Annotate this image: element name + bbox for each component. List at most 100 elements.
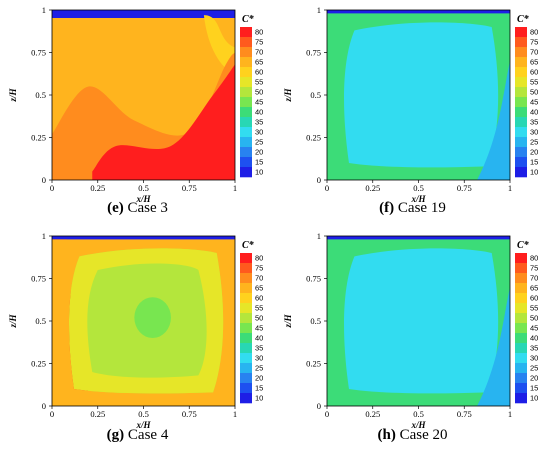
- x-tick-label: 0: [325, 183, 329, 193]
- contour-region-center-blob: [134, 297, 171, 338]
- contour-region-upper-right-patch: [203, 15, 235, 75]
- x-tick-label: 0: [325, 409, 329, 419]
- colorbar-label: 50: [530, 314, 538, 323]
- colorbar-swatch: [515, 333, 527, 344]
- colorbar-label: 45: [530, 98, 538, 107]
- colorbar-label: 80: [255, 28, 263, 37]
- colorbar-swatch: [240, 87, 252, 98]
- colorbar-label: 25: [255, 364, 263, 373]
- colorbar-swatch: [515, 67, 527, 78]
- colorbar-label: 55: [255, 304, 263, 313]
- colorbar-label: 35: [530, 118, 538, 127]
- colorbar-label: 65: [530, 58, 538, 67]
- colorbar-swatch: [240, 127, 252, 138]
- x-tick-label: 0.75: [457, 409, 472, 419]
- colorbar-swatch: [240, 263, 252, 274]
- colorbar-swatch: [515, 167, 527, 178]
- colorbar-swatch: [515, 323, 527, 334]
- colorbar-swatch: [240, 147, 252, 158]
- colorbar-swatch: [515, 47, 527, 58]
- x-axis-label: x/H: [410, 420, 426, 430]
- x-axis-label: x/H: [410, 194, 426, 204]
- colorbar-label: 80: [255, 254, 263, 263]
- colorbar-swatch: [515, 363, 527, 374]
- x-tick-label: 1: [233, 183, 237, 193]
- colorbar-label: 70: [255, 274, 263, 283]
- colorbar-swatch: [240, 167, 252, 178]
- colorbar-label: 45: [255, 98, 263, 107]
- colorbar-swatch: [240, 393, 252, 404]
- x-tick-label: 0.5: [138, 183, 149, 193]
- colorbar-swatch: [515, 313, 527, 324]
- colorbar-swatch: [515, 393, 527, 404]
- colorbar-label: 60: [255, 68, 263, 77]
- colorbar-swatch: [515, 77, 527, 88]
- colorbar-swatch: [515, 107, 527, 118]
- x-tick-label: 1: [233, 409, 237, 419]
- y-tick-label: 0: [317, 175, 321, 185]
- colorbar-swatch: [515, 353, 527, 364]
- colorbar-swatch: [240, 303, 252, 314]
- y-tick-label: 0.5: [35, 90, 46, 100]
- colorbar-swatch: [515, 263, 527, 274]
- x-tick-label: 0.75: [182, 183, 197, 193]
- colorbar-swatch: [240, 323, 252, 334]
- colorbar-swatch: [515, 37, 527, 48]
- colorbar-label: 40: [255, 108, 263, 117]
- x-tick-label: 0.75: [182, 409, 197, 419]
- contour-region-outer-ring: [52, 239, 235, 406]
- colorbar-label: 40: [255, 334, 263, 343]
- x-tick-label: 1: [508, 409, 512, 419]
- colorbar-swatch: [515, 273, 527, 284]
- contour-region-top-band: [52, 10, 235, 18]
- colorbar-label: 10: [255, 168, 263, 177]
- colorbar-swatch: [515, 117, 527, 128]
- caption-f: (f) Case 19: [379, 200, 446, 216]
- colorbar-swatch: [515, 57, 527, 68]
- colorbar-label: 50: [255, 88, 263, 97]
- colorbar-swatch: [240, 47, 252, 58]
- colorbar-label: 60: [255, 294, 263, 303]
- colorbar-swatch: [240, 293, 252, 304]
- panel-g: 0 0.25 0.5 0.75 100.250.50.751x/Hz/HC*807570…: [8, 231, 263, 430]
- colorbar-label: 55: [530, 78, 538, 87]
- colorbar-swatch: [240, 373, 252, 384]
- y-tick-label: 0.25: [306, 133, 321, 143]
- colorbar-label: 65: [255, 284, 263, 293]
- colorbar-swatch: [240, 57, 252, 68]
- colorbar-swatch: [515, 147, 527, 158]
- colorbar-label: 15: [530, 158, 538, 167]
- x-tick-label: 0: [50, 409, 54, 419]
- y-tick-label: 0.75: [31, 274, 46, 284]
- colorbar-label: 70: [530, 48, 538, 57]
- colorbar-swatch: [240, 253, 252, 264]
- colorbar-label: 70: [255, 48, 263, 57]
- contour-field: [52, 236, 235, 406]
- colorbar-label: 25: [530, 364, 538, 373]
- y-tick-label: 0.5: [35, 316, 46, 326]
- colorbar-label: 75: [255, 38, 263, 47]
- colorbar-swatch: [515, 283, 527, 294]
- colorbar-label: 10: [530, 394, 538, 403]
- colorbar-label: 30: [530, 128, 538, 137]
- y-tick-label: 1: [317, 5, 321, 15]
- colorbar-swatch: [240, 363, 252, 374]
- colorbar-label: 20: [530, 374, 538, 383]
- colorbar-swatch: [515, 97, 527, 108]
- y-tick-label: 1: [42, 231, 46, 241]
- colorbar-label: 45: [255, 324, 263, 333]
- colorbar-label: 35: [530, 344, 538, 353]
- colorbar-label: 45: [530, 324, 538, 333]
- colorbar-swatch: [515, 157, 527, 168]
- colorbar-label: 15: [530, 384, 538, 393]
- contour-field: [327, 236, 510, 406]
- panel-h: 0 0.25 0.5 0.75 100.250.50.751x/Hz/HC*807570…: [283, 231, 538, 430]
- colorbar-label: 80: [530, 254, 538, 263]
- y-axis-label: z/H: [283, 314, 293, 329]
- colorbar-label: 75: [530, 264, 538, 273]
- x-tick-label: 0.25: [90, 183, 105, 193]
- colorbar-swatch: [240, 273, 252, 284]
